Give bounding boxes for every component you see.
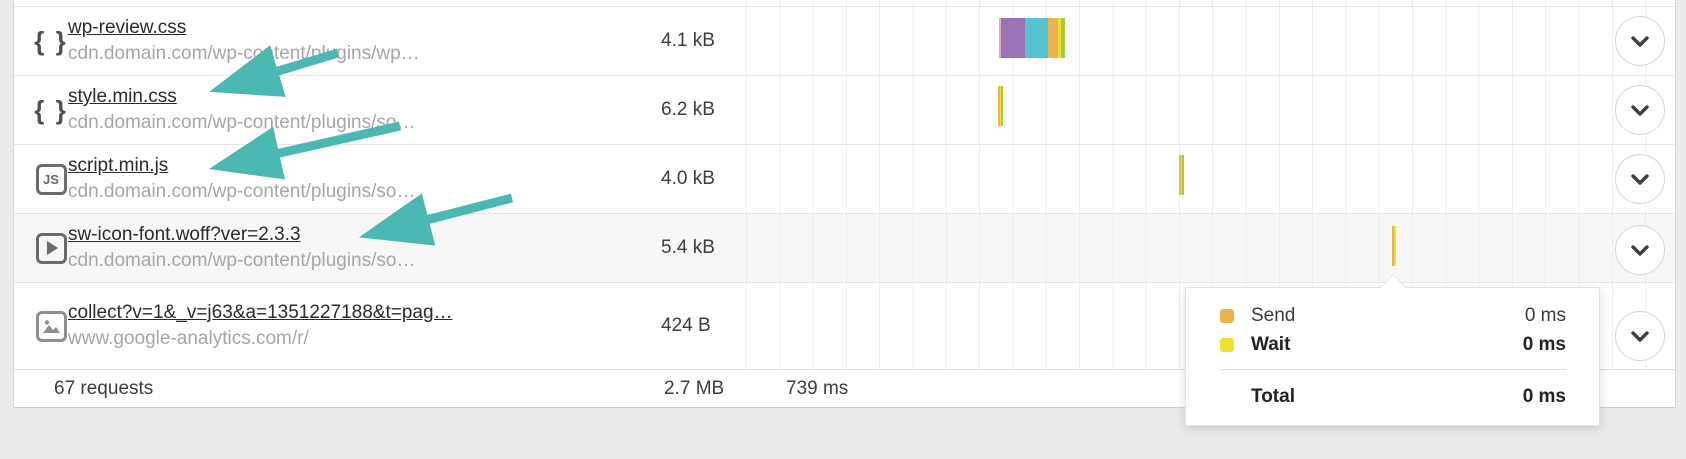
chevron-down-icon [1631, 244, 1649, 256]
waterfall-bar[interactable] [746, 86, 1676, 126]
total-size: 2.7 MB [664, 377, 725, 399]
chevron-down-icon [1631, 173, 1649, 185]
request-size: 424 B [661, 315, 711, 336]
waterfall-segment-wait [1394, 226, 1396, 266]
request-size: 6.2 kB [661, 99, 715, 120]
request-link[interactable]: collect?v=1&_v=j63&a=1351227188&t=pag… [68, 302, 453, 323]
request-size: 5.4 kB [661, 237, 715, 258]
chevron-down-icon [1631, 330, 1649, 342]
tooltip-label: Wait [1251, 333, 1291, 355]
tooltip-label: Send [1251, 304, 1296, 326]
js-file-icon: JS [28, 145, 74, 213]
waterfall-bar[interactable] [746, 226, 1676, 266]
request-link[interactable]: sw-icon-font.woff?ver=2.3.3 [68, 224, 301, 245]
expand-row-button[interactable] [1615, 154, 1665, 204]
table-row-partial [14, 0, 1675, 7]
request-size: 4.1 kB [661, 30, 715, 51]
total-time: 739 ms [786, 377, 849, 399]
tooltip-send-row: Send 0 ms [1220, 301, 1566, 330]
waterfall-bar[interactable] [746, 155, 1676, 195]
total-requests: 67 requests [54, 377, 154, 399]
expand-row-button[interactable] [1615, 311, 1665, 361]
request-url: cdn.domain.com/wp-content/plugins/so… [68, 181, 416, 202]
css-file-icon: { } [34, 94, 68, 125]
request-link[interactable]: wp-review.css [68, 17, 187, 38]
expand-row-button[interactable] [1615, 85, 1665, 135]
waterfall-segment-connect [1025, 18, 1048, 58]
css-file-icon: { } [34, 25, 68, 56]
waterfall-segment-receive [1182, 155, 1184, 195]
expand-row-button[interactable] [1615, 225, 1665, 275]
chevron-down-icon [1631, 35, 1649, 47]
request-size: 4.0 kB [661, 168, 715, 189]
waterfall-segment-send [1048, 18, 1058, 58]
timing-tooltip: Send 0 ms Wait 0 ms Total 0 ms [1185, 274, 1600, 426]
request-link[interactable]: script.min.js [68, 155, 169, 176]
tooltip-value: 0 ms [1522, 333, 1566, 355]
request-url: cdn.domain.com/wp-content/plugins/so… [68, 112, 416, 133]
tooltip-value: 0 ms [1524, 304, 1566, 326]
waterfall-segment-receive [1061, 18, 1065, 58]
wait-color-swatch [1220, 337, 1234, 352]
send-color-swatch [1220, 308, 1234, 323]
media-file-icon [28, 214, 74, 282]
tooltip-total-row: Total 0 ms [1251, 382, 1566, 411]
waterfall-segment-receive [1001, 86, 1003, 126]
image-file-icon [28, 283, 74, 369]
request-link[interactable]: style.min.css [68, 86, 177, 107]
expand-row-button[interactable] [1615, 16, 1665, 66]
tooltip-total-value: 0 ms [1522, 385, 1566, 407]
request-url: cdn.domain.com/wp-content/plugins/wp… [68, 43, 420, 64]
tooltip-divider [1220, 369, 1566, 370]
chevron-down-icon [1631, 104, 1649, 116]
tooltip-total-label: Total [1251, 385, 1295, 407]
waterfall-segment-ssl [1001, 18, 1025, 58]
image-glyph [42, 320, 60, 333]
request-url: www.google-analytics.com/r/ [68, 328, 309, 349]
waterfall-bar[interactable] [746, 18, 1676, 58]
tooltip-wait-row: Wait 0 ms [1220, 330, 1566, 359]
request-url: cdn.domain.com/wp-content/plugins/so… [68, 250, 416, 271]
